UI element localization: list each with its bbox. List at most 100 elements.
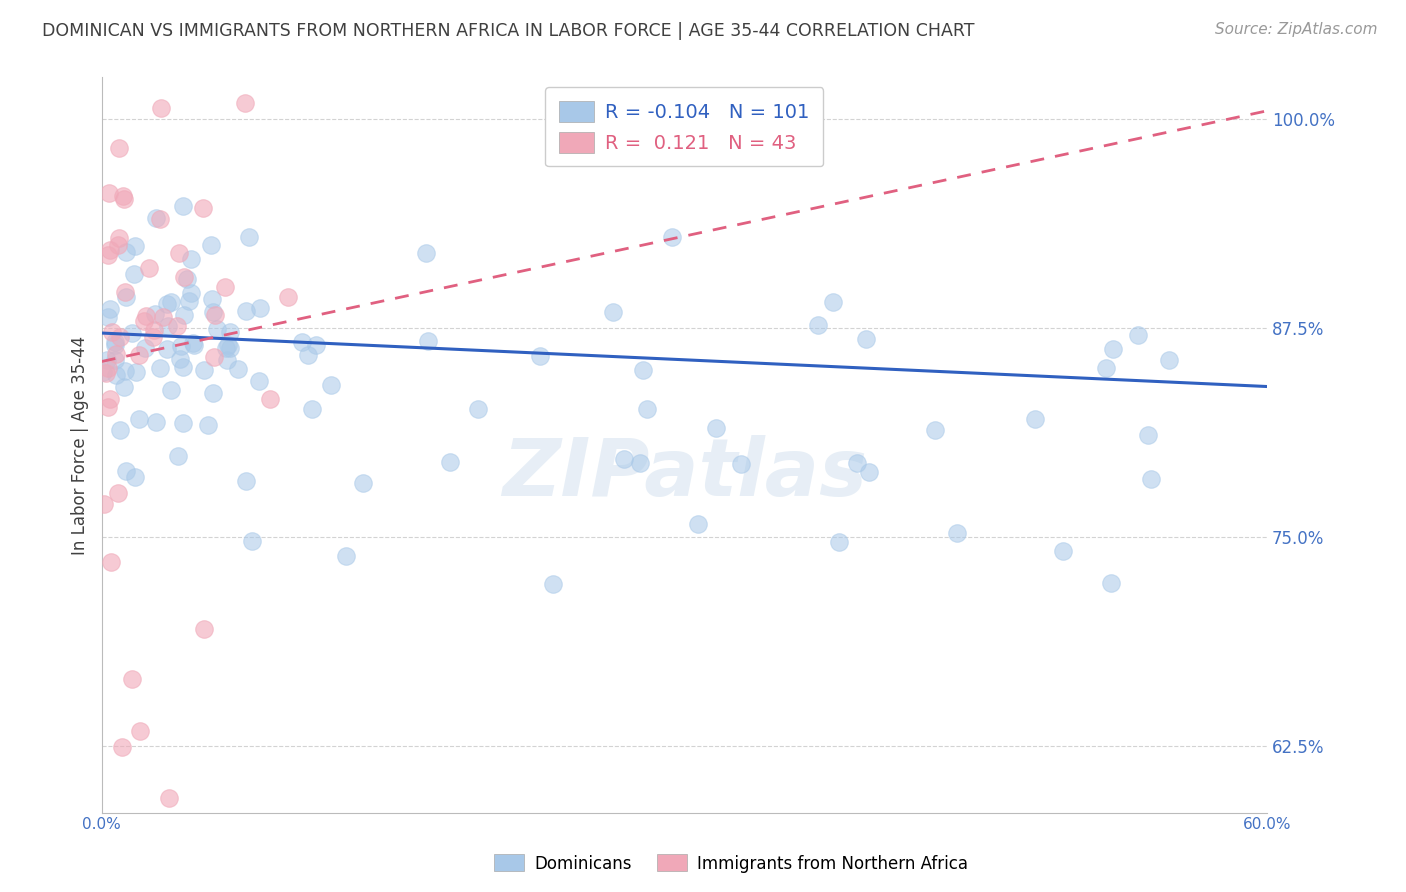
Point [115, 463, 138, 477]
Point [215, 341, 238, 355]
Point [807, 318, 830, 332]
Point [135, 310, 157, 324]
Point [291, 334, 314, 349]
Point [104, 353, 127, 368]
Point [122, 267, 145, 281]
Point [149, 212, 172, 227]
Point [305, 338, 328, 352]
Text: DOMINICAN VS IMMIGRANTS FROM NORTHERN AFRICA IN LABOR FORCE | AGE 35-44 CORRELAT: DOMINICAN VS IMMIGRANTS FROM NORTHERN AF… [42, 22, 974, 40]
Point [107, 141, 129, 155]
Point [529, 349, 551, 363]
Point [180, 286, 202, 301]
Point [112, 380, 135, 394]
Point [167, 246, 190, 260]
Point [1126, 328, 1149, 343]
Point [160, 383, 183, 397]
Point [104, 347, 127, 361]
Point [128, 411, 150, 425]
Point [200, 238, 222, 252]
Point [145, 415, 167, 429]
Point [176, 272, 198, 286]
Point [98, 186, 121, 200]
Point [107, 230, 129, 244]
Point [145, 211, 167, 225]
Point [124, 470, 146, 484]
Point [124, 239, 146, 253]
Point [143, 307, 166, 321]
Point [686, 516, 709, 531]
Point [319, 378, 342, 392]
Point [101, 325, 124, 339]
Point [134, 313, 156, 327]
Point [415, 246, 437, 260]
Point [235, 304, 257, 318]
Point [855, 333, 877, 347]
Point [1157, 352, 1180, 367]
Point [602, 305, 624, 319]
Point [335, 549, 357, 564]
Point [202, 351, 225, 365]
Point [247, 374, 270, 388]
Point [172, 416, 194, 430]
Text: ZIPatlas: ZIPatlas [502, 435, 868, 514]
Point [858, 465, 880, 479]
Point [218, 326, 240, 340]
Point [1099, 576, 1122, 591]
Point [193, 622, 215, 636]
Point [828, 535, 851, 549]
Point [1052, 544, 1074, 558]
Point [297, 348, 319, 362]
Point [636, 402, 658, 417]
Point [100, 555, 122, 569]
Point [233, 95, 256, 110]
Point [170, 339, 193, 353]
Legend: R = -0.104   N = 101, R =  0.121   N = 43: R = -0.104 N = 101, R = 0.121 N = 43 [546, 87, 824, 167]
Point [193, 363, 215, 377]
Point [277, 290, 299, 304]
Point [352, 475, 374, 490]
Point [172, 199, 194, 213]
Point [238, 230, 260, 244]
Point [98, 392, 121, 406]
Point [197, 417, 219, 432]
Point [160, 294, 183, 309]
Point [823, 295, 845, 310]
Point [235, 474, 257, 488]
Point [166, 318, 188, 333]
Point [217, 338, 239, 352]
Point [946, 525, 969, 540]
Point [129, 723, 152, 738]
Point [214, 280, 236, 294]
Point [242, 534, 264, 549]
Point [115, 244, 138, 259]
Point [115, 290, 138, 304]
Point [228, 362, 250, 376]
Point [107, 238, 129, 252]
Point [180, 252, 202, 267]
Point [205, 322, 228, 336]
Point [142, 330, 165, 344]
Point [110, 740, 132, 755]
Point [183, 336, 205, 351]
Point [202, 385, 225, 400]
Point [104, 368, 127, 382]
Point [156, 318, 179, 333]
Point [631, 363, 654, 377]
Point [661, 230, 683, 244]
Point [177, 293, 200, 308]
Point [219, 341, 242, 355]
Point [301, 401, 323, 416]
Point [704, 421, 727, 435]
Point [156, 342, 179, 356]
Point [1140, 472, 1163, 486]
Point [152, 310, 174, 324]
Point [416, 334, 439, 348]
Point [202, 305, 225, 319]
Point [108, 329, 131, 343]
Point [628, 456, 651, 470]
Point [114, 364, 136, 378]
Point [1095, 361, 1118, 376]
Legend: Dominicans, Immigrants from Northern Africa: Dominicans, Immigrants from Northern Afr… [488, 847, 974, 880]
Point [108, 423, 131, 437]
Point [191, 202, 214, 216]
